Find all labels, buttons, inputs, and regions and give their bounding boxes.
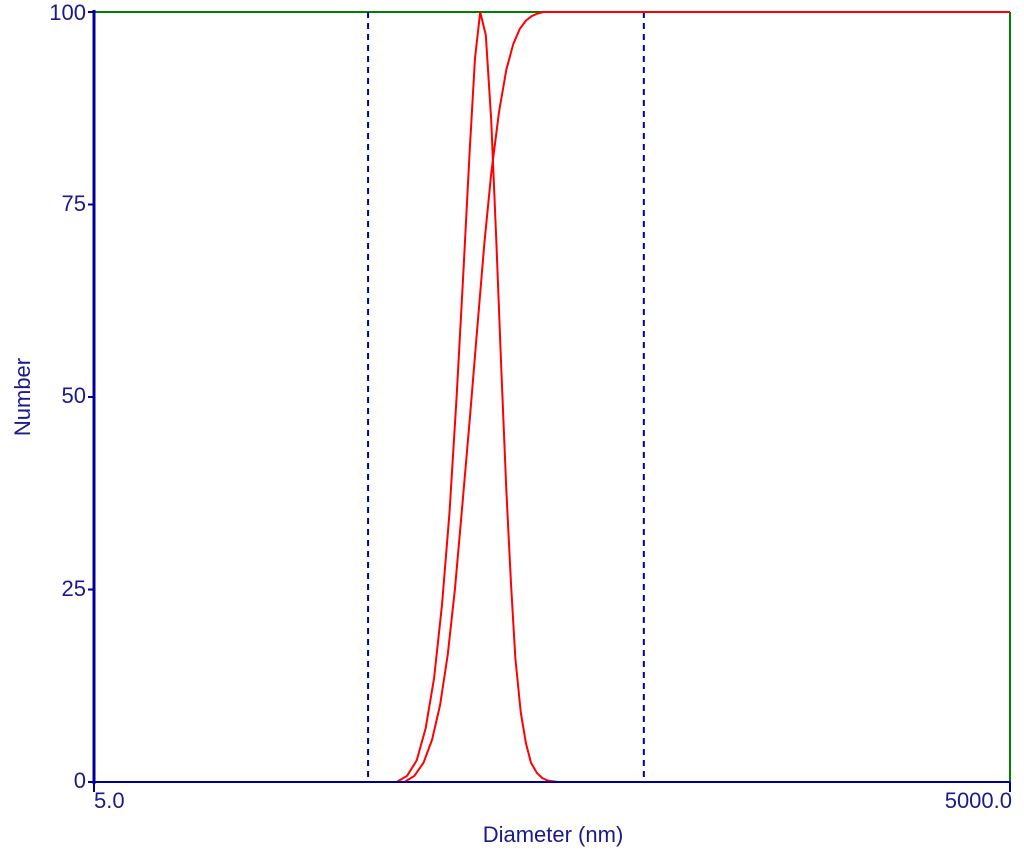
- y-tick-label-25: 25: [62, 576, 86, 601]
- y-tick-label-75: 75: [62, 191, 86, 216]
- vertical-markers: [367, 12, 645, 782]
- x-axis-title: Diameter (nm): [483, 822, 624, 847]
- cumulative-series-line: [94, 11, 1010, 783]
- y-tick-label-50: 50: [62, 383, 86, 408]
- y-tick-label-0: 0: [74, 768, 86, 793]
- x-tick-label-max: 5000.0: [945, 788, 1012, 813]
- axes: [88, 10, 1011, 792]
- y-axis-title: Number: [10, 358, 35, 436]
- y-tick-label-100: 100: [49, 0, 86, 25]
- series-lines: [94, 11, 1010, 783]
- distribution-series-line: [94, 11, 1010, 783]
- plot-frame: [94, 11, 1011, 782]
- x-tick-label-min: 5.0: [94, 788, 125, 813]
